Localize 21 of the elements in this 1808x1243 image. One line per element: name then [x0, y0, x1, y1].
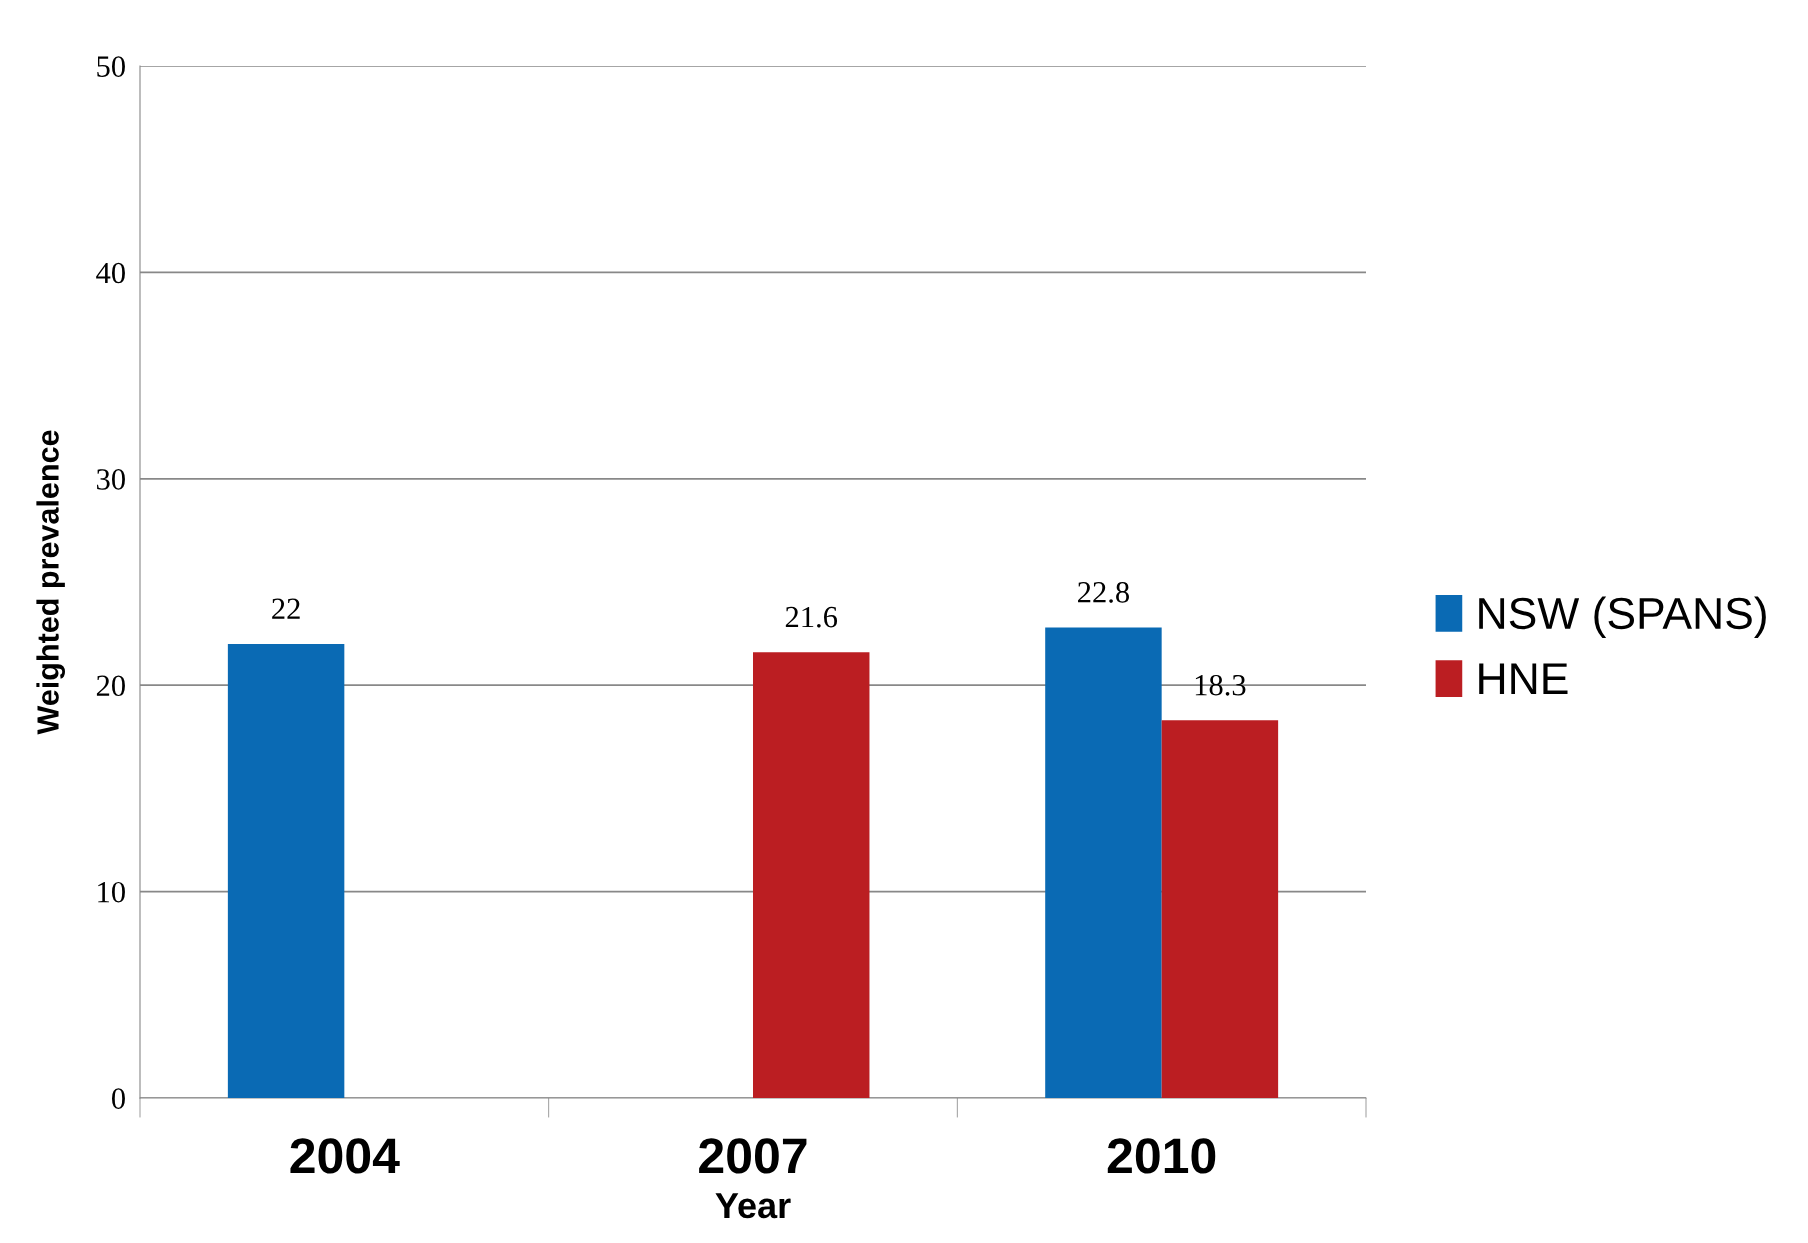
y-tick-label: 10 — [98, 881, 125, 903]
y-tick-label: 0 — [112, 1088, 125, 1109]
bar — [1045, 627, 1162, 1098]
data-label: 22.8 — [1078, 582, 1129, 603]
y-tick-label: 40 — [96, 262, 125, 284]
y-tick-label: 50 — [97, 56, 125, 77]
data-label: 22 — [272, 598, 300, 619]
data-label: 21.6 — [785, 606, 838, 628]
x-tick-label: 2007 — [699, 1138, 807, 1174]
data-label: 18.3 — [1195, 674, 1246, 696]
y-axis-title: Weighted prevalence — [36, 430, 65, 735]
x-tick-label: 2010 — [1107, 1138, 1216, 1174]
x-axis-title: Year — [715, 1193, 791, 1219]
bar — [753, 652, 870, 1098]
legend-label: HNE — [1479, 663, 1568, 694]
x-tick-label: 2004 — [290, 1138, 400, 1174]
legend-label: NSW (SPANS) — [1479, 596, 1766, 638]
bar — [227, 643, 345, 1098]
y-tick-label: 20 — [96, 675, 125, 697]
y-tick-label: 30 — [97, 469, 125, 490]
bar — [1161, 720, 1279, 1098]
